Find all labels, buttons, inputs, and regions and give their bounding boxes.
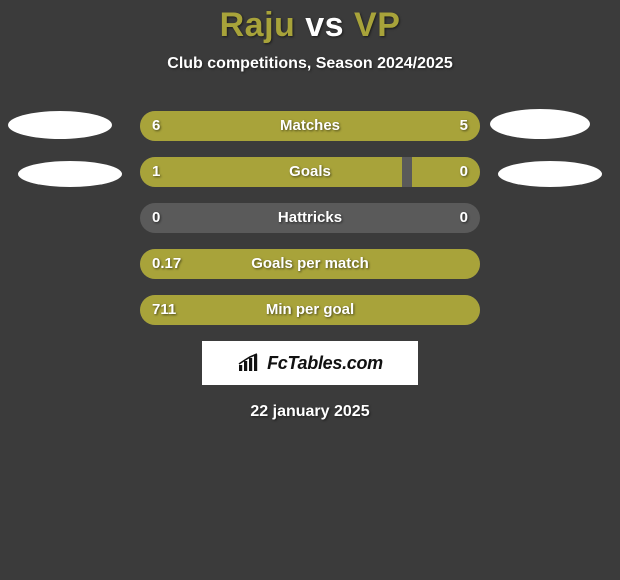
bar-track — [140, 111, 480, 141]
logo-text: FcTables.com — [267, 353, 383, 374]
bar-left — [140, 295, 480, 325]
comparison-chart: Matches65 Goals10 Hattricks00 Goals per mat… — [0, 111, 620, 325]
stat-row: Matches65 — [0, 111, 620, 141]
bar-track — [140, 203, 480, 233]
bar-right — [412, 157, 480, 187]
bar-left — [140, 249, 480, 279]
bar-track — [140, 295, 480, 325]
stat-row: Goals per match0.17 — [0, 249, 620, 279]
stat-row: Hattricks00 — [0, 203, 620, 233]
bar-left — [140, 157, 402, 187]
stat-row: Min per goal711 — [0, 295, 620, 325]
vs-separator: vs — [295, 6, 354, 44]
subtitle: Club competitions, Season 2024/2025 — [0, 55, 620, 73]
bar-track — [140, 249, 480, 279]
bar-track — [140, 157, 480, 187]
source-logo: FcTables.com — [202, 341, 418, 385]
snapshot-date: 22 january 2025 — [0, 403, 620, 421]
player1-name: Raju — [220, 6, 296, 44]
stat-row: Goals10 — [0, 157, 620, 187]
stats-comparison-card: Raju vs VP Club competitions, Season 202… — [0, 0, 620, 580]
chart-icon — [237, 353, 261, 373]
bar-left — [140, 111, 325, 141]
page-title: Raju vs VP — [0, 6, 620, 45]
player2-name: VP — [354, 6, 400, 44]
bar-right — [325, 111, 480, 141]
